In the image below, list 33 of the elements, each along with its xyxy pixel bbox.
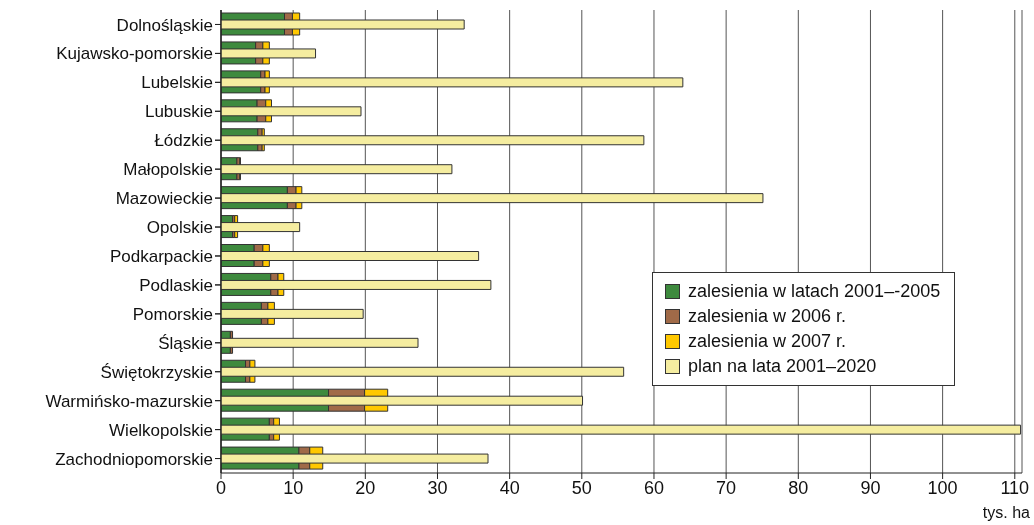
y-tick-label: Świętokrzyskie bbox=[100, 362, 213, 382]
y-tick-label: Śląskie bbox=[158, 333, 213, 353]
x-tick-label: 50 bbox=[571, 477, 592, 498]
y-tick-label: Kujawsko-pomorskie bbox=[56, 44, 213, 64]
legend-label: zalesienia w latach 2001–-2005 bbox=[688, 280, 941, 303]
x-tick-label: 20 bbox=[355, 477, 376, 498]
y-tick-label: Warmińsko-mazurskie bbox=[45, 391, 213, 411]
x-tick-label: 40 bbox=[499, 477, 520, 498]
y-tick-label: Małopolskie bbox=[123, 160, 213, 180]
y-tick-label: Podlaskie bbox=[139, 275, 213, 295]
x-tick-label: 80 bbox=[788, 477, 809, 498]
y-tick-label: Lubuskie bbox=[144, 102, 213, 122]
legend-label: zalesienia w 2007 r. bbox=[688, 330, 847, 353]
x-tick-label: 0 bbox=[215, 477, 227, 498]
x-axis-title: tys. ha bbox=[982, 504, 1030, 522]
y-tick-label: Zachodniopomorskie bbox=[55, 449, 213, 469]
y-tick-label: Wielkopolskie bbox=[109, 420, 213, 440]
y-tick-label: Opolskie bbox=[146, 218, 213, 238]
y-tick-label: Pomorskie bbox=[132, 304, 213, 324]
y-tick-label: Dolnośląskie bbox=[116, 15, 213, 35]
y-tick-label: Mazowieckie bbox=[115, 189, 213, 209]
x-tick-label: 90 bbox=[860, 477, 881, 498]
y-tick-label: Podkarpackie bbox=[109, 247, 213, 266]
y-tick-label: Lubelskie bbox=[141, 73, 213, 93]
x-tick-label: 100 bbox=[927, 477, 958, 498]
legend-label: zalesienia w 2006 r. bbox=[688, 305, 847, 328]
y-tick-label: Łódzkie bbox=[154, 131, 213, 151]
x-tick-label: 110 bbox=[1000, 477, 1030, 498]
x-tick-label: 70 bbox=[716, 477, 737, 498]
x-tick-label: 10 bbox=[283, 477, 304, 498]
legend-label: plan na lata 2001–2020 bbox=[688, 355, 877, 378]
x-tick-label: 60 bbox=[643, 477, 664, 498]
x-tick-label: 30 bbox=[427, 477, 448, 498]
